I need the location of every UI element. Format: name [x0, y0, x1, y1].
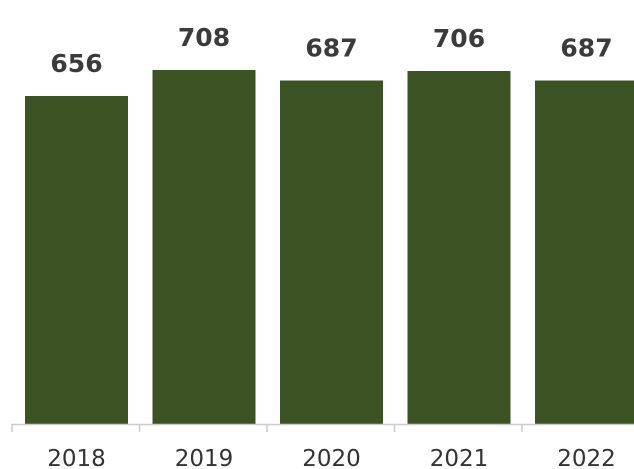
- bar-2019: [152, 70, 256, 424]
- data-label-2022: 687: [560, 34, 612, 63]
- bars-group: [25, 70, 634, 424]
- bar-2022: [535, 80, 634, 424]
- x-tick-label-2020: 2020: [302, 446, 361, 469]
- x-tick-label-2018: 2018: [47, 446, 106, 469]
- bar-2021: [407, 71, 511, 424]
- bar-2020: [280, 80, 383, 424]
- data-label-2020: 687: [305, 34, 357, 63]
- x-tick-label-2021: 2021: [430, 446, 489, 469]
- x-tick-labels-group: 2018 2019 2020 2021 2022: [47, 446, 616, 469]
- data-label-2019: 708: [178, 23, 230, 52]
- data-label-2018: 656: [50, 49, 102, 78]
- x-axis: [11, 423, 634, 432]
- bar-2018: [25, 96, 128, 424]
- x-tick-label-2022: 2022: [557, 446, 616, 469]
- data-label-2021: 706: [433, 24, 485, 53]
- data-labels-group: 656 708 687 706 687: [50, 23, 612, 78]
- x-tick-label-2019: 2019: [175, 446, 234, 469]
